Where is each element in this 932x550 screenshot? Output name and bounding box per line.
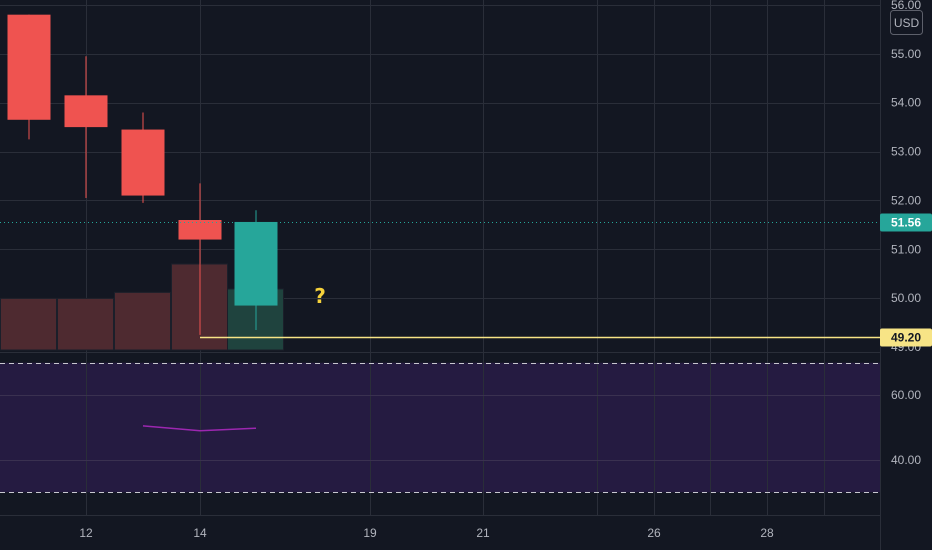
time-axis[interactable]: 12 14 19 21 26 28 xyxy=(79,526,774,540)
price-tick-label: 55.00 xyxy=(891,47,921,61)
rsi-line xyxy=(142,425,257,432)
last-price-tag xyxy=(880,213,932,232)
candle-body[interactable] xyxy=(64,95,108,128)
last-price-label: 51.56 xyxy=(891,216,921,230)
candle-body[interactable] xyxy=(7,14,51,120)
grid xyxy=(0,0,880,515)
volume-bar xyxy=(114,291,171,351)
time-tick-label: 28 xyxy=(760,526,774,540)
question-annotation: ? xyxy=(314,284,326,308)
price-tick-label: 51.00 xyxy=(891,242,921,256)
candle-body[interactable] xyxy=(234,221,278,306)
rsi-tick-label: 60.00 xyxy=(891,388,921,402)
volume-bar xyxy=(57,297,114,351)
price-tick-label: 50.00 xyxy=(891,291,921,305)
candle-body[interactable] xyxy=(121,129,165,196)
time-tick-label: 19 xyxy=(363,526,377,540)
candle-body[interactable] xyxy=(178,220,222,240)
price-tick-label-partial: 56.00 xyxy=(891,0,921,12)
currency-badge[interactable]: USD xyxy=(894,16,920,30)
hline-price-tag xyxy=(880,328,932,347)
candles[interactable] xyxy=(7,14,278,335)
rsi-tick-label: 40.00 xyxy=(891,453,921,467)
volume-bar xyxy=(0,297,57,351)
price-tick-label: 53.00 xyxy=(891,145,921,159)
hline-price-label: 49.20 xyxy=(891,331,921,345)
time-tick-label: 21 xyxy=(476,526,490,540)
price-tick-label: 54.00 xyxy=(891,96,921,110)
rsi-axis[interactable]: 60.00 40.00 xyxy=(891,388,921,467)
time-tick-label: 12 xyxy=(79,526,93,540)
overlay-lines xyxy=(0,222,880,339)
rsi-band xyxy=(0,362,880,493)
time-tick-label: 14 xyxy=(193,526,207,540)
price-tick-label: 52.00 xyxy=(891,193,921,207)
currency-badge-box[interactable] xyxy=(890,10,923,35)
time-tick-label: 26 xyxy=(647,526,661,540)
rsi-pane xyxy=(0,363,880,493)
